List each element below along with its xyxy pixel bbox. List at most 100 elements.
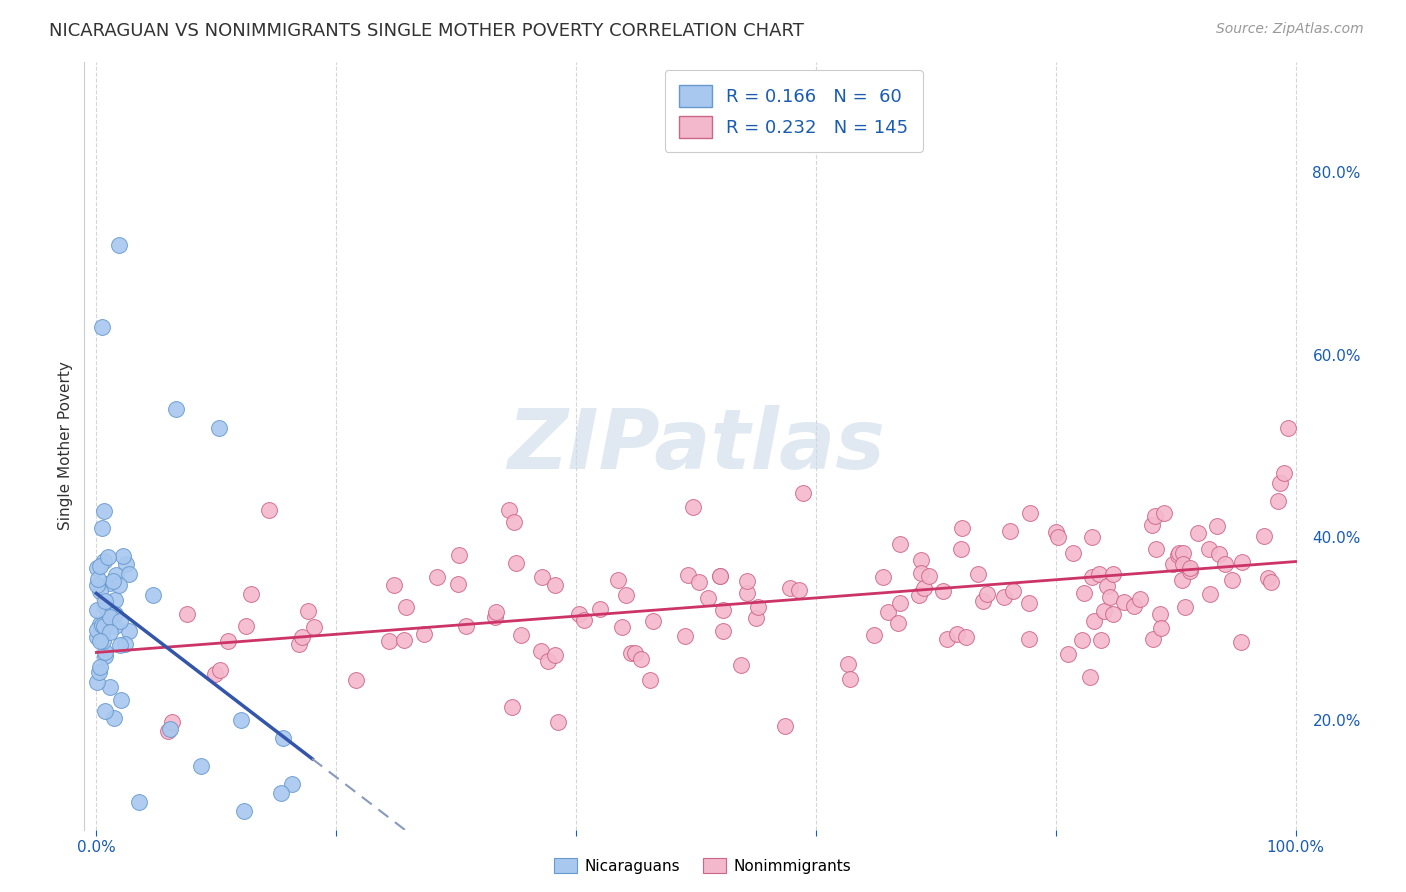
Point bbox=[1171, 573, 1194, 587]
Point bbox=[1001, 583, 1024, 598]
Point bbox=[142, 588, 165, 602]
Point bbox=[89, 584, 111, 599]
Point bbox=[1114, 595, 1136, 609]
Point bbox=[87, 665, 110, 679]
Point bbox=[104, 619, 127, 633]
Point bbox=[887, 615, 910, 630]
Point bbox=[89, 634, 111, 648]
Point bbox=[872, 570, 894, 584]
Point bbox=[1171, 546, 1194, 560]
Point bbox=[910, 566, 932, 580]
Y-axis label: Single Mother Poverty: Single Mother Poverty bbox=[58, 361, 73, 531]
Point bbox=[94, 645, 117, 659]
Point bbox=[98, 610, 121, 624]
Point bbox=[976, 587, 998, 601]
Point bbox=[614, 588, 637, 602]
Point bbox=[378, 633, 401, 648]
Point bbox=[910, 553, 932, 567]
Point bbox=[108, 578, 131, 592]
Point bbox=[1019, 506, 1042, 520]
Point bbox=[118, 624, 141, 638]
Point bbox=[1073, 586, 1095, 600]
Point bbox=[862, 628, 884, 642]
Point bbox=[110, 638, 132, 652]
Point bbox=[498, 503, 520, 517]
Point bbox=[1095, 579, 1118, 593]
Point bbox=[1167, 548, 1189, 562]
Point bbox=[108, 238, 131, 252]
Point bbox=[936, 632, 959, 646]
Point bbox=[1168, 545, 1191, 559]
Point bbox=[688, 574, 710, 589]
Point bbox=[682, 500, 704, 514]
Point bbox=[505, 556, 527, 570]
Point bbox=[624, 646, 647, 660]
Point bbox=[115, 557, 138, 571]
Point bbox=[889, 537, 911, 551]
Point bbox=[503, 516, 526, 530]
Point bbox=[950, 520, 973, 534]
Point bbox=[128, 795, 150, 809]
Legend: R = 0.166   N =  60, R = 0.232   N = 145: R = 0.166 N = 60, R = 0.232 N = 145 bbox=[665, 70, 922, 152]
Point bbox=[96, 600, 118, 615]
Point bbox=[972, 594, 994, 608]
Point bbox=[1081, 530, 1104, 544]
Point bbox=[103, 574, 125, 588]
Point bbox=[1153, 506, 1175, 520]
Legend: Nicaraguans, Nonimmigrants: Nicaraguans, Nonimmigrants bbox=[548, 852, 858, 880]
Point bbox=[620, 646, 643, 660]
Point bbox=[271, 731, 294, 746]
Point bbox=[114, 637, 136, 651]
Point bbox=[395, 600, 418, 615]
Text: ZIPatlas: ZIPatlas bbox=[508, 406, 884, 486]
Point bbox=[1199, 587, 1222, 601]
Point bbox=[91, 626, 114, 640]
Point bbox=[86, 630, 108, 644]
Point bbox=[530, 570, 553, 584]
Point bbox=[747, 600, 769, 615]
Point bbox=[86, 578, 108, 592]
Point bbox=[711, 624, 734, 638]
Point bbox=[104, 593, 127, 607]
Point bbox=[1101, 607, 1123, 622]
Point bbox=[229, 713, 252, 727]
Point bbox=[1187, 525, 1209, 540]
Point bbox=[1099, 590, 1122, 604]
Point bbox=[946, 627, 969, 641]
Point bbox=[104, 607, 127, 621]
Point bbox=[1267, 493, 1289, 508]
Point bbox=[889, 595, 911, 609]
Point bbox=[91, 320, 114, 334]
Point bbox=[449, 548, 471, 562]
Point bbox=[950, 542, 973, 557]
Point bbox=[1230, 555, 1253, 569]
Point bbox=[912, 581, 935, 595]
Point bbox=[302, 620, 325, 634]
Point bbox=[108, 615, 131, 629]
Point bbox=[967, 567, 990, 582]
Point bbox=[1253, 529, 1275, 543]
Point bbox=[176, 607, 198, 621]
Point bbox=[1174, 600, 1197, 615]
Point bbox=[544, 648, 567, 663]
Point bbox=[1090, 633, 1112, 648]
Point bbox=[641, 614, 664, 628]
Point bbox=[993, 590, 1015, 604]
Point bbox=[509, 628, 531, 642]
Point bbox=[456, 619, 478, 633]
Point bbox=[1122, 599, 1144, 613]
Point bbox=[1056, 647, 1078, 661]
Point bbox=[574, 613, 596, 627]
Point bbox=[93, 504, 115, 518]
Point bbox=[1143, 508, 1166, 523]
Point bbox=[97, 606, 120, 620]
Point bbox=[110, 692, 132, 706]
Point bbox=[89, 660, 111, 674]
Point bbox=[208, 421, 231, 435]
Text: NICARAGUAN VS NONIMMIGRANTS SINGLE MOTHER POVERTY CORRELATION CHART: NICARAGUAN VS NONIMMIGRANTS SINGLE MOTHE… bbox=[49, 22, 804, 40]
Point bbox=[97, 550, 120, 565]
Point bbox=[1078, 670, 1101, 684]
Point bbox=[270, 786, 292, 800]
Point bbox=[100, 681, 122, 695]
Point bbox=[485, 605, 508, 619]
